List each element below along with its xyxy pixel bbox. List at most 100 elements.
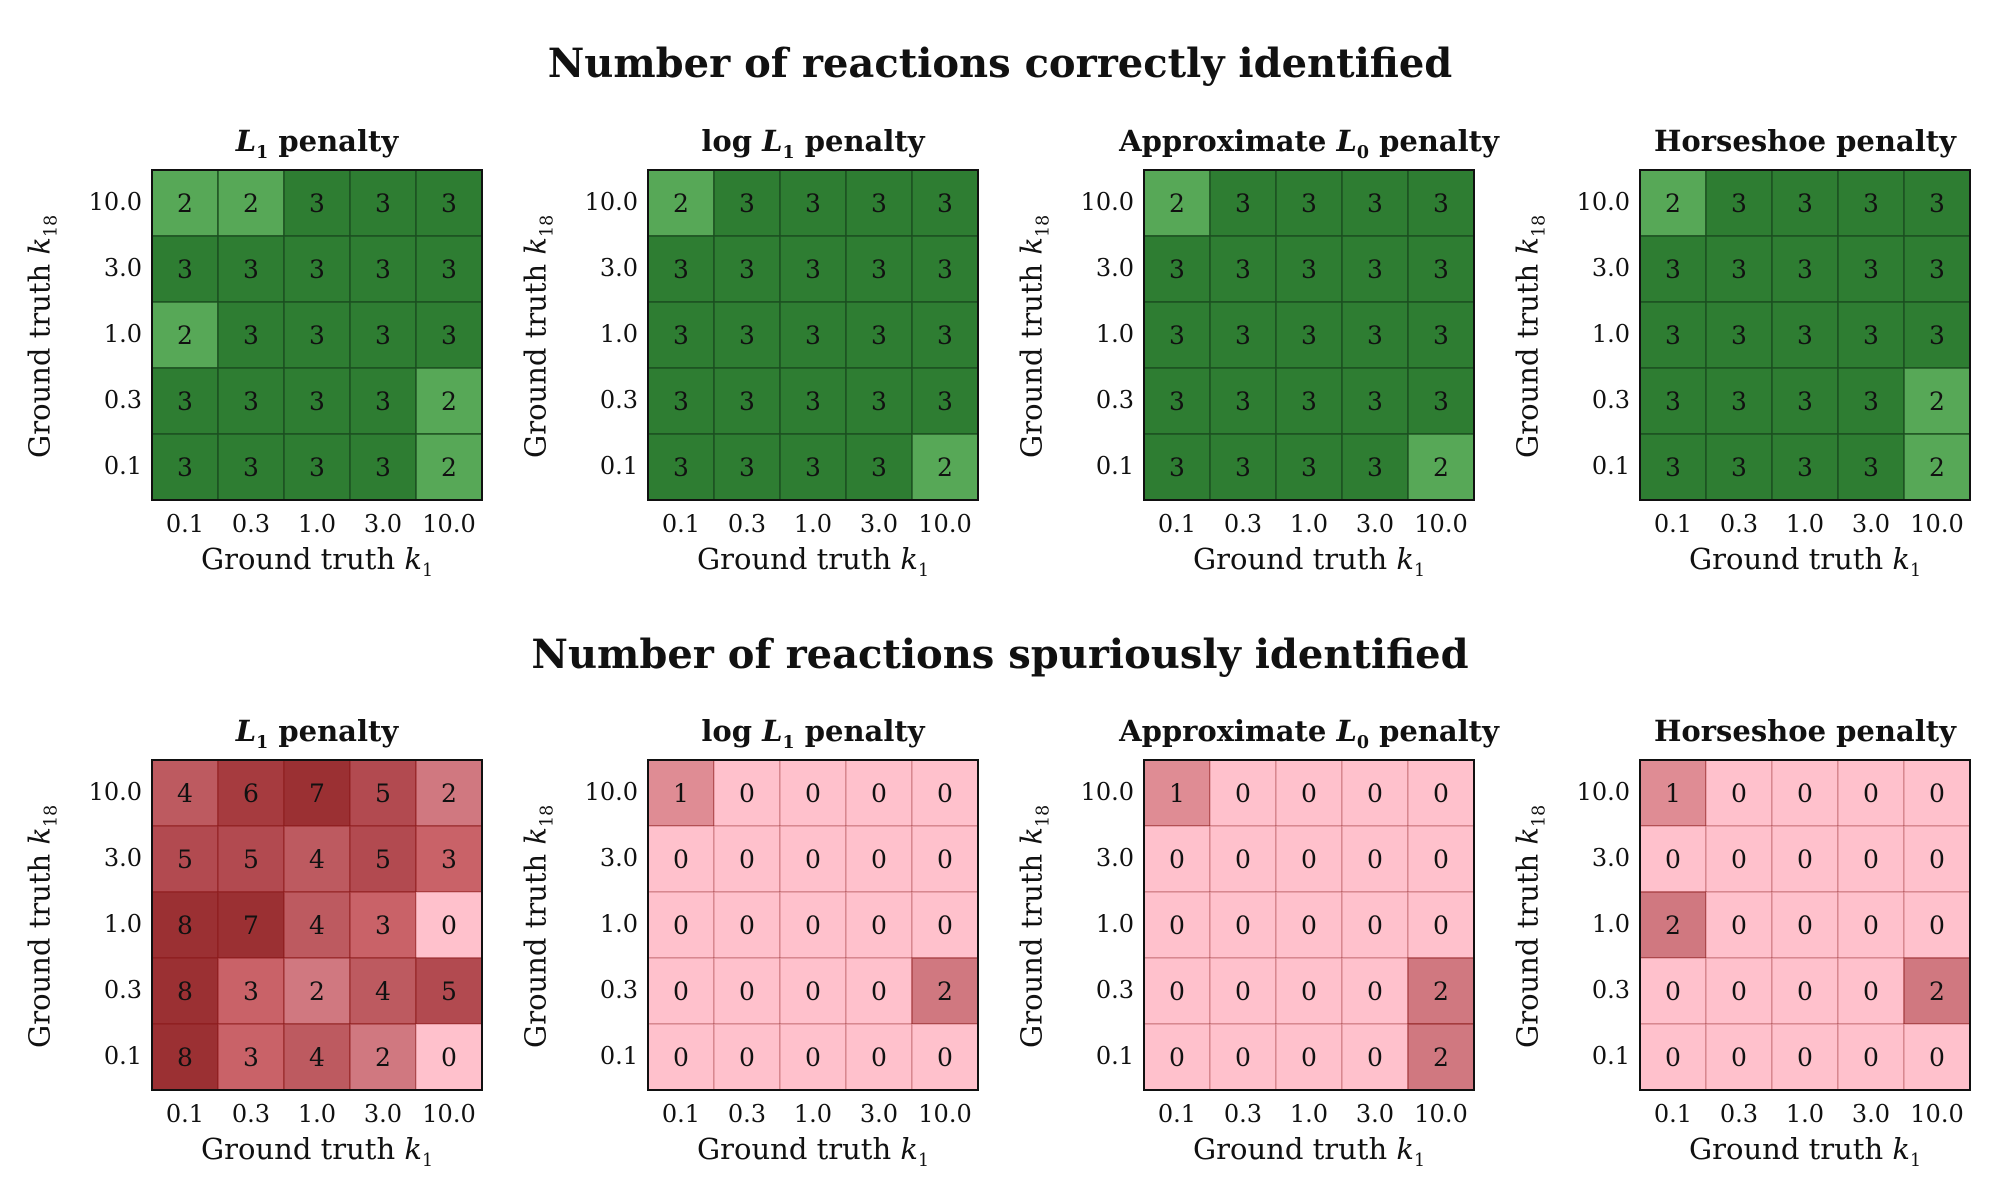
y-tick-label: 0.1	[599, 1042, 638, 1070]
bottom-log-l1-penalty-x-axis-label: Ground truth k1	[696, 1132, 930, 1171]
cell-value-label: 2	[1929, 977, 1945, 1006]
cell-value-label: 3	[309, 189, 325, 218]
heatmap-cell	[779, 235, 847, 303]
heatmap-cell	[1903, 891, 1971, 959]
x-tick-label: 0.1	[165, 1100, 205, 1128]
cell-value-label: 5	[441, 977, 457, 1006]
cell-value-label: 3	[1929, 321, 1945, 350]
cell-value-label: 0	[1929, 911, 1945, 940]
y-tick-label: 0.3	[599, 386, 638, 414]
cell-value-label: 3	[375, 911, 391, 940]
cell-value-label: 3	[375, 321, 391, 350]
cell-value-label: 3	[177, 453, 193, 482]
cell-value-label: 4	[309, 1043, 325, 1072]
cell-value-label: 0	[441, 911, 457, 940]
y-tick-label: 10.0	[1576, 778, 1630, 806]
cell-value-label: 0	[805, 1043, 821, 1072]
y-tick-label: 0.3	[1591, 386, 1630, 414]
cell-value-label: 0	[1731, 977, 1747, 1006]
bottom-approximate-l0-penalty-heatmap: 1 0 0 0 0 0 0 0 0 0 0 0 0 0 0 0 0 0 0 2 0 0 0 0 2	[1143, 759, 1475, 1091]
heatmap-cell	[1837, 825, 1905, 893]
cell-value-label: 3	[1301, 189, 1317, 218]
axes-frame	[1143, 169, 1475, 501]
top-log-l1-penalty-x-axis-label: Ground truth k1	[696, 542, 930, 581]
cell-value-label: 2	[1433, 1043, 1449, 1072]
cell-value-label: 3	[1797, 321, 1813, 350]
cell-value-label: 3	[375, 387, 391, 416]
cell-value-label: 2	[375, 1043, 391, 1072]
cell-value-label: 0	[1863, 845, 1879, 874]
cell-value-label: 0	[1797, 1043, 1813, 1072]
x-tick-label: 0.1	[1653, 510, 1693, 538]
heatmap-cell	[1341, 891, 1409, 959]
heatmap-cell	[845, 957, 913, 1025]
heatmap-cell	[283, 891, 351, 959]
axes-frame	[647, 759, 979, 1091]
x-tick-label: 1.0	[793, 510, 833, 538]
heatmap-cell	[647, 1023, 715, 1091]
cell-value-label: 0	[441, 1043, 457, 1072]
x-tick-label: 3.0	[1355, 510, 1395, 538]
heatmap-cell	[151, 433, 219, 501]
cell-value-label: 0	[1301, 1043, 1317, 1072]
cell-value-label: 4	[177, 779, 193, 808]
heatmap-cell	[1837, 169, 1905, 237]
cell-value-label: 3	[1235, 387, 1251, 416]
x-tick-label: 0.3	[1719, 510, 1759, 538]
heatmap-cell	[1407, 1023, 1475, 1091]
bottom-l1-penalty-y-axis-label: Ground truth k18	[22, 804, 62, 1048]
cell-value-label: 0	[871, 911, 887, 940]
heatmap-cell	[415, 825, 483, 893]
top-l1-penalty-title: L1 penalty	[235, 124, 399, 163]
heatmap-cell	[1407, 367, 1475, 435]
cell-value-label: 3	[1863, 321, 1879, 350]
bottom-approximate-l0-penalty-title: Approximate L0 penalty	[1119, 714, 1499, 753]
cell-value-label: 3	[1301, 255, 1317, 284]
heatmap-cell	[1771, 235, 1839, 303]
cell-value-label: 3	[805, 255, 821, 284]
cell-value-label: 0	[739, 977, 755, 1006]
heatmap-cell	[1837, 1023, 1905, 1091]
heatmap-cell	[1209, 957, 1277, 1025]
heatmap-cell	[151, 235, 219, 303]
cell-value-label: 3	[1301, 321, 1317, 350]
heatmap-cell	[415, 957, 483, 1025]
y-tick-label: 3.0	[103, 844, 142, 872]
heatmap-cell	[1341, 235, 1409, 303]
cell-value-label: 0	[1301, 977, 1317, 1006]
heatmap-cell	[1407, 301, 1475, 369]
y-tick-label: 0.1	[1591, 452, 1630, 480]
y-tick-label: 0.1	[1591, 1042, 1630, 1070]
y-tick-label: 3.0	[1095, 254, 1134, 282]
cell-value-label: 5	[177, 845, 193, 874]
bottom-log-l1-penalty-heatmap: 1 0 0 0 0 0 0 0 0 0 0 0 0 0 0 0 0 0 0 2 0 0 0 0 0	[647, 759, 979, 1091]
x-tick-label: 1.0	[1785, 510, 1825, 538]
cell-value-label: 3	[1367, 255, 1383, 284]
cell-value-label: 0	[871, 845, 887, 874]
heatmap-cell	[1705, 367, 1773, 435]
cell-value-label: 3	[871, 255, 887, 284]
cell-value-label: 0	[805, 845, 821, 874]
cell-value-label: 3	[243, 453, 259, 482]
heatmap-cell	[1705, 957, 1773, 1025]
heatmap-cell	[845, 235, 913, 303]
heatmap-cell	[151, 957, 219, 1025]
y-tick-label: 3.0	[599, 844, 638, 872]
y-tick-label: 10.0	[88, 778, 142, 806]
heatmap-cell	[283, 235, 351, 303]
heatmap-cell	[349, 169, 417, 237]
x-tick-label: 0.3	[1223, 1100, 1263, 1128]
cell-value-label: 1	[1169, 779, 1185, 808]
axes-frame	[151, 169, 483, 501]
y-tick-label: 0.3	[1095, 386, 1134, 414]
heatmap-cell	[779, 957, 847, 1025]
heatmap-cell	[283, 1023, 351, 1091]
heatmap-cell	[1771, 891, 1839, 959]
cell-value-label: 0	[1731, 845, 1747, 874]
x-tick-label: 0.3	[1719, 1100, 1759, 1128]
heatmap-cell	[349, 235, 417, 303]
heatmap-cell	[1771, 301, 1839, 369]
y-tick-label: 10.0	[584, 188, 638, 216]
cell-value-label: 3	[441, 845, 457, 874]
cell-value-label: 0	[1731, 1043, 1747, 1072]
